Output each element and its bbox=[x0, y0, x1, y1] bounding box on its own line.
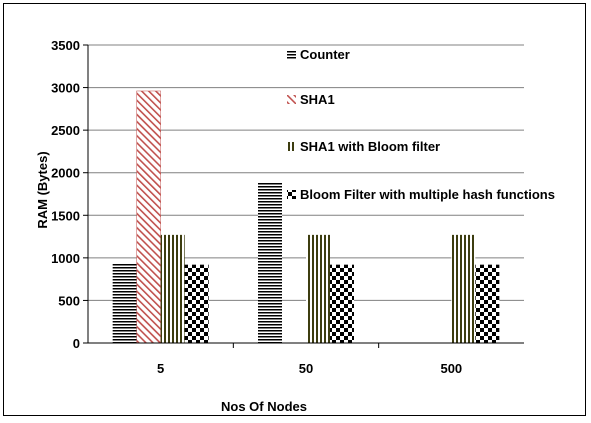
bar-bloom-filter-with-multiple-hash-functions-5 bbox=[184, 264, 209, 343]
bars bbox=[112, 90, 500, 344]
legend-swatch bbox=[287, 142, 296, 151]
y-tick-label: 3500 bbox=[51, 38, 80, 53]
y-tick-label: 3000 bbox=[51, 81, 80, 96]
legend-label: Bloom Filter with multiple hash function… bbox=[300, 187, 555, 202]
x-axis-title: Nos Of Nodes bbox=[221, 399, 307, 414]
x-tick-label: 500 bbox=[440, 361, 462, 376]
legend-label: SHA1 with Bloom filter bbox=[300, 139, 440, 154]
y-tick-labels: 0 500 1000 1500 2000 2500 3000 3500 bbox=[51, 38, 80, 351]
bar-bloom-filter-with-multiple-hash-functions-500 bbox=[475, 264, 500, 343]
bar-sha1-with-bloom-filter-50 bbox=[306, 234, 330, 343]
y-axis-title: RAM (Bytes) bbox=[35, 151, 50, 228]
y-tick-label: 1000 bbox=[51, 251, 80, 266]
legend-label: Counter bbox=[300, 47, 350, 62]
legend-swatch bbox=[287, 50, 296, 59]
x-tick-label: 5 bbox=[157, 361, 164, 376]
legend-swatch bbox=[287, 95, 296, 104]
y-tick-label: 1500 bbox=[51, 208, 80, 223]
chart-frame bbox=[3, 3, 586, 416]
bar-bloom-filter-with-multiple-hash-functions-50 bbox=[330, 264, 354, 343]
legend: Counter SHA1 SHA1 with Bloom filter Bloom F… bbox=[287, 47, 555, 202]
bar-sha1-5 bbox=[136, 90, 161, 344]
bar-counter-5 bbox=[112, 262, 137, 343]
legend-label: SHA1 bbox=[300, 92, 335, 107]
y-tick-label: 500 bbox=[58, 293, 80, 308]
legend-swatch bbox=[287, 190, 296, 199]
x-tick-label: 50 bbox=[299, 361, 313, 376]
x-tick-labels: 5 50 500 bbox=[157, 361, 462, 376]
y-tick-label: 2000 bbox=[51, 166, 80, 181]
bar-sha1-with-bloom-filter-500 bbox=[451, 234, 476, 343]
bar-sha1-with-bloom-filter-5 bbox=[160, 234, 185, 343]
y-tick-label: 2500 bbox=[51, 123, 80, 138]
axes bbox=[87, 45, 524, 348]
y-tick-label: 0 bbox=[73, 336, 80, 351]
bar-counter-50 bbox=[258, 182, 282, 343]
